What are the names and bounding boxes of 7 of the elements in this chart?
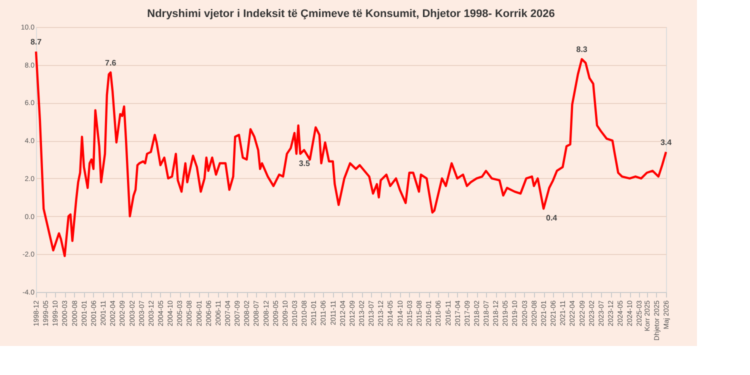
chart-title: Ndryshimi vjetor i Indeksit të Çmimeve të Konsumit, Dhjetor 1998- Korrik 2026 xyxy=(147,8,555,20)
annotation: 8.3 xyxy=(576,45,588,54)
annotation: 7.6 xyxy=(105,58,117,68)
annotation: 0.4 xyxy=(546,214,558,223)
annotation: 3.4 xyxy=(660,138,672,147)
annotation: 8.7 xyxy=(30,38,42,47)
annotation: 3.5 xyxy=(298,158,311,168)
